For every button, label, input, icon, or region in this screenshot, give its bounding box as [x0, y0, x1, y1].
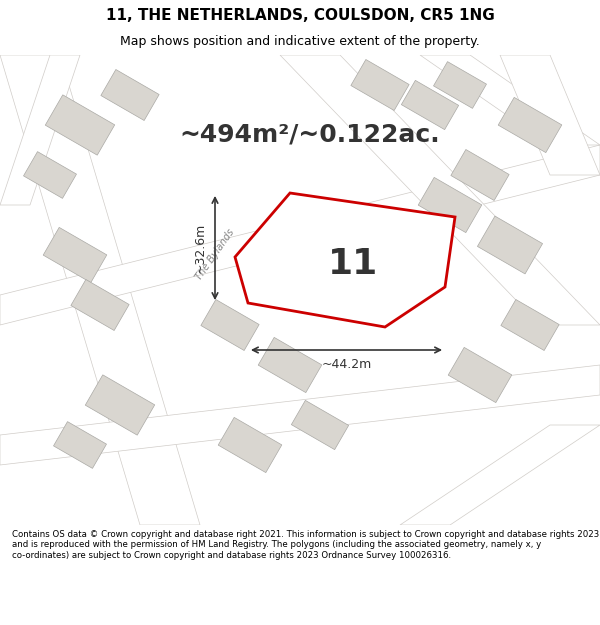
Polygon shape [451, 149, 509, 201]
Text: 11, THE NETHERLANDS, COULSDON, CR5 1NG: 11, THE NETHERLANDS, COULSDON, CR5 1NG [106, 8, 494, 23]
Polygon shape [71, 279, 129, 331]
Polygon shape [292, 401, 349, 449]
Polygon shape [420, 55, 600, 145]
Polygon shape [0, 55, 80, 205]
Text: Map shows position and indicative extent of the property.: Map shows position and indicative extent… [120, 35, 480, 48]
Polygon shape [498, 98, 562, 152]
Polygon shape [43, 228, 107, 282]
Polygon shape [401, 81, 458, 129]
Text: ~32.6m: ~32.6m [193, 223, 206, 273]
Polygon shape [351, 59, 409, 111]
Text: 11: 11 [328, 247, 378, 281]
Polygon shape [0, 145, 600, 325]
Polygon shape [501, 299, 559, 351]
Text: Contains OS data © Crown copyright and database right 2021. This information is : Contains OS data © Crown copyright and d… [12, 530, 599, 560]
Polygon shape [0, 365, 600, 465]
Text: ~494m²/~0.122ac.: ~494m²/~0.122ac. [179, 123, 440, 147]
Polygon shape [45, 95, 115, 155]
Polygon shape [448, 348, 512, 403]
Polygon shape [500, 55, 600, 175]
Polygon shape [400, 425, 600, 525]
Polygon shape [53, 422, 106, 468]
Polygon shape [235, 193, 455, 327]
Polygon shape [434, 62, 487, 108]
Polygon shape [258, 338, 322, 392]
Polygon shape [101, 69, 159, 121]
Polygon shape [418, 177, 482, 232]
Polygon shape [23, 152, 76, 198]
Text: The Bylands: The Bylands [194, 228, 236, 282]
Polygon shape [218, 418, 282, 472]
Polygon shape [0, 55, 200, 525]
Polygon shape [478, 216, 542, 274]
Polygon shape [280, 55, 600, 325]
Polygon shape [85, 375, 155, 435]
Text: ~44.2m: ~44.2m [322, 359, 371, 371]
Polygon shape [201, 299, 259, 351]
